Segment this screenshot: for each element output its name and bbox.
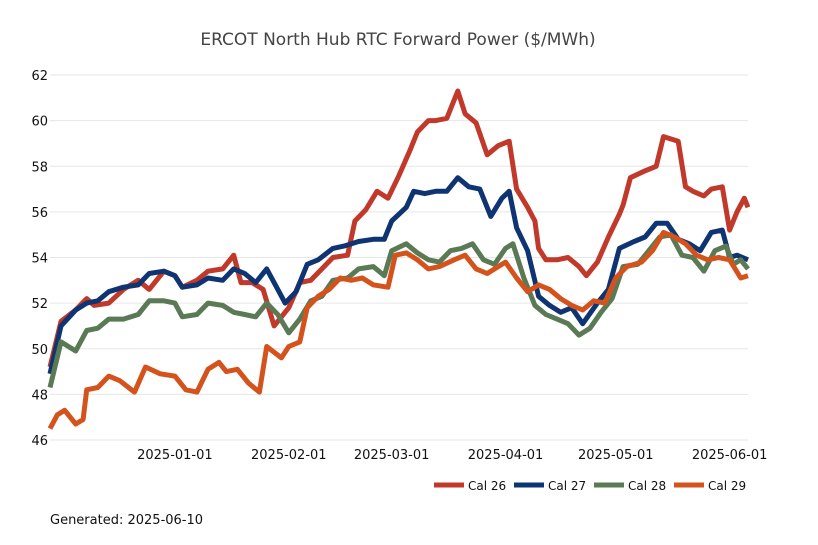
x-tick-label: 2025-01-01 [137, 448, 213, 463]
x-tick-label: 2025-03-01 [354, 448, 430, 463]
series-line-cal-26 [47, 88, 751, 368]
y-tick-label: 48 [31, 388, 48, 403]
chart-title: ERCOT North Hub RTC Forward Power ($/MWh… [200, 30, 595, 50]
y-tick-label: 52 [31, 297, 48, 312]
series-line-cal-27 [47, 175, 749, 375]
legend-label: Cal 29 [708, 479, 746, 493]
series-lines [47, 88, 751, 430]
y-tick-label: 60 [31, 115, 48, 130]
y-tick-label: 46 [31, 434, 48, 449]
x-tick-label: 2025-05-01 [578, 448, 654, 463]
generated-footer: Generated: 2025-06-10 [50, 513, 204, 528]
series-line-cal-29 [47, 229, 749, 430]
x-tick-label: 2025-06-01 [692, 448, 768, 463]
x-tick-label: 2025-04-01 [468, 448, 544, 463]
legend-label: Cal 28 [628, 479, 666, 493]
y-tick-label: 56 [31, 206, 48, 221]
y-axis: 46 48 50 52 54 56 58 60 62 [31, 69, 48, 449]
y-tick-label: 54 [31, 252, 48, 267]
legend: Cal 26 Cal 27 Cal 28 Cal 29 [434, 479, 746, 493]
y-tick-label: 58 [31, 160, 48, 175]
x-axis: 2025-01-01 2025-02-01 2025-03-01 2025-04-01… [137, 448, 767, 463]
x-tick-label: 2025-02-01 [251, 448, 327, 463]
y-tick-label: 50 [31, 343, 48, 358]
y-tick-label: 62 [31, 69, 48, 84]
legend-label: Cal 27 [548, 479, 586, 493]
legend-label: Cal 26 [468, 479, 506, 493]
